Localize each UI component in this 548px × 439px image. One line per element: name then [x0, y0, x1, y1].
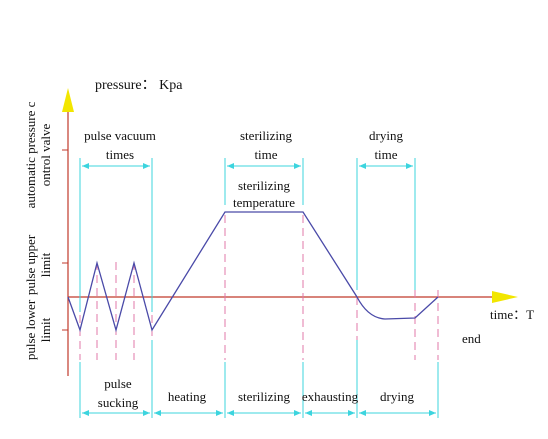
- phase-label: sterilizing: [238, 389, 290, 404]
- y-label: limit: [38, 317, 53, 342]
- title: pressure： Kpa: [95, 78, 183, 93]
- phase-label: pulse: [104, 376, 132, 391]
- phase-label: drying: [380, 389, 414, 404]
- top-label: times: [106, 147, 134, 162]
- axes: [62, 88, 518, 376]
- end-label: end: [462, 331, 481, 346]
- top-label: time: [254, 147, 277, 162]
- pressure-curve: [67, 211, 439, 333]
- phase-label: exhausting: [302, 389, 359, 404]
- top-label: time: [374, 147, 397, 162]
- plateau-label: sterilizing: [238, 178, 290, 193]
- top-label: sterilizing: [240, 128, 292, 143]
- x-axis-label: time：T: [490, 307, 534, 322]
- y-label: pulse lower: [23, 299, 38, 360]
- phase-label: heating: [168, 389, 207, 404]
- plateau-label: temperature: [233, 195, 295, 210]
- top-label: pulse vacuum: [84, 128, 156, 143]
- phase-label: sucking: [98, 395, 139, 410]
- top-label: drying: [369, 128, 403, 143]
- guides: [79, 158, 439, 418]
- y-label: ontrol valve: [38, 124, 53, 187]
- y-label: automatic pressure c: [23, 101, 38, 208]
- y-label: limit: [38, 252, 53, 277]
- y-label: pulse upper: [23, 234, 38, 295]
